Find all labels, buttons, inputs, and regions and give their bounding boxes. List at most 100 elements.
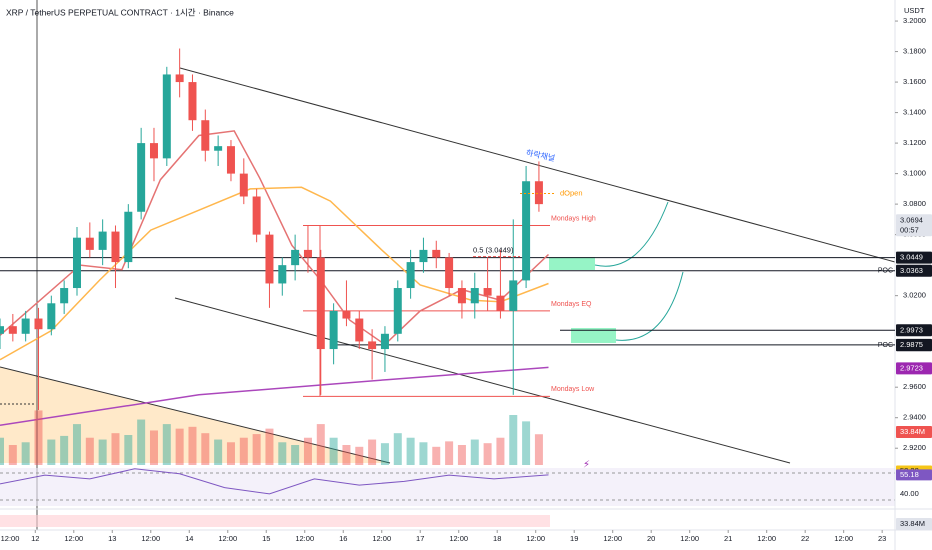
candle-body xyxy=(483,288,492,296)
volume-bar xyxy=(111,433,120,465)
candle-body xyxy=(214,146,223,151)
y-tick-label: 2.9600 xyxy=(903,382,926,391)
y-tick-label: 3.1000 xyxy=(903,169,926,178)
x-tick-label: 12:00 xyxy=(526,534,545,543)
x-tick-label: 12:00 xyxy=(295,534,314,543)
volume-bar xyxy=(368,439,377,465)
volume-bar xyxy=(342,445,351,465)
candle-body xyxy=(278,265,287,284)
candle-body xyxy=(509,280,518,311)
candle-body xyxy=(162,74,171,159)
candle-body xyxy=(252,196,261,235)
candle-body xyxy=(419,249,428,263)
x-tick-label: 19 xyxy=(570,534,578,543)
fib-label: 0.5 (3.0449) xyxy=(473,246,514,255)
y-tick-label: 2.9400 xyxy=(903,413,926,422)
volume-bar xyxy=(47,439,56,465)
y-tick-label: 3.0200 xyxy=(903,291,926,300)
candle-body xyxy=(432,249,441,258)
volume-bar xyxy=(252,434,261,465)
candle-body xyxy=(21,318,30,334)
price-badge-label: 3.0694 xyxy=(900,215,923,224)
candle-body xyxy=(188,82,197,121)
volume-bar xyxy=(34,410,43,465)
volume-bar xyxy=(85,437,94,465)
candle-body xyxy=(175,74,184,83)
volume-bar xyxy=(522,421,531,465)
trendline xyxy=(174,297,791,464)
candle-body xyxy=(457,288,466,304)
rsi-badge-label: 55.18 xyxy=(900,470,919,479)
chart-title: XRP / TetherUS PERPETUAL CONTRACT · 1시간 … xyxy=(6,7,234,17)
candle-body xyxy=(226,146,235,174)
x-tick-label: 12:00 xyxy=(680,534,699,543)
candle-body xyxy=(316,257,325,350)
price-badge xyxy=(896,214,932,237)
volume-bar xyxy=(201,433,210,465)
volume-bar xyxy=(380,443,389,465)
candle-body xyxy=(470,288,479,304)
candle-body xyxy=(0,326,4,334)
candle-body xyxy=(60,288,69,304)
price-badge xyxy=(896,339,932,352)
candle-body xyxy=(201,120,210,151)
candle-body xyxy=(72,237,81,289)
lower-panel xyxy=(0,515,550,527)
candle-body xyxy=(368,341,377,350)
volume-badge-label: 33.84M xyxy=(900,519,925,528)
volume-bar xyxy=(419,442,428,465)
volume-bar xyxy=(303,437,312,465)
volume-bar xyxy=(226,442,235,465)
volume-bar xyxy=(483,443,492,465)
open-label: dOpen xyxy=(560,188,583,197)
poc-label: POC xyxy=(878,342,893,349)
mondays-label: Mondays High xyxy=(551,215,596,222)
candle-body xyxy=(406,262,415,289)
x-tick-label: 12:00 xyxy=(1,534,20,543)
volume-bar xyxy=(291,445,300,465)
volume-bar xyxy=(406,437,415,465)
volume-bar xyxy=(188,426,197,465)
volume-bar xyxy=(470,439,479,465)
x-tick-label: 22 xyxy=(801,534,809,543)
volume-bar xyxy=(175,428,184,465)
x-tick-label: 12:00 xyxy=(834,534,853,543)
x-tick-label: 12:00 xyxy=(449,534,468,543)
rsi-line xyxy=(0,468,549,495)
volume-bar xyxy=(316,424,325,465)
volume-bar xyxy=(72,424,81,465)
rsi-badge xyxy=(896,488,932,500)
y-tick-label: 3.0800 xyxy=(903,199,926,208)
candle-body xyxy=(98,231,107,250)
price-badge-label: 2.9875 xyxy=(900,340,923,349)
trendline xyxy=(0,366,391,464)
volume-badge xyxy=(896,426,932,438)
icon: ⚡ xyxy=(583,460,590,471)
volume-badge xyxy=(896,518,932,530)
currency: USDT xyxy=(904,6,925,15)
volume-bar xyxy=(278,442,287,465)
volume-bar xyxy=(124,435,133,465)
volume-bar xyxy=(445,441,454,465)
x-tick-label: 12:00 xyxy=(757,534,776,543)
rsi-badge-label: 40.00 xyxy=(900,489,919,498)
candle-body xyxy=(47,303,56,330)
volume-bar xyxy=(509,415,518,465)
trendline xyxy=(179,67,896,263)
x-tick-label: 12:00 xyxy=(603,534,622,543)
candle-body xyxy=(445,257,454,289)
candle-body xyxy=(85,237,94,250)
volume-bar xyxy=(534,434,543,465)
volume-bar xyxy=(214,439,223,465)
candle-body xyxy=(137,143,146,212)
candle-body xyxy=(380,333,389,350)
y-tick-label: 2.9200 xyxy=(903,443,926,452)
x-tick-label: 13 xyxy=(108,534,116,543)
candle-body xyxy=(329,310,338,350)
y-tick-label: 3.1200 xyxy=(903,138,926,147)
volume-bar xyxy=(393,433,402,465)
volume-bar xyxy=(496,437,505,465)
volume-bar xyxy=(60,435,69,465)
x-tick-label: 12:00 xyxy=(141,534,160,543)
